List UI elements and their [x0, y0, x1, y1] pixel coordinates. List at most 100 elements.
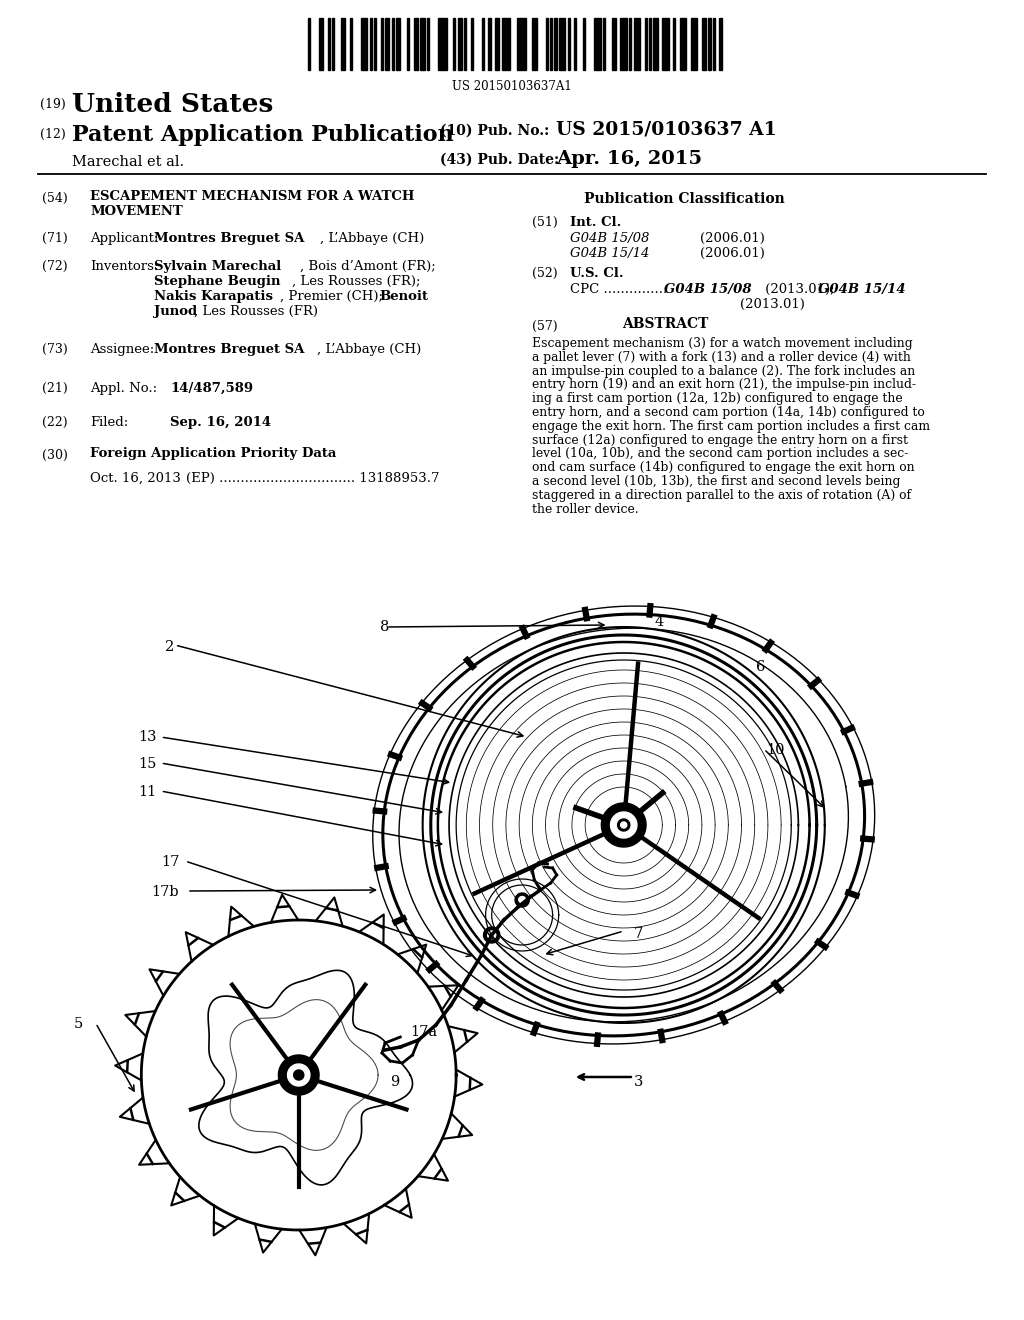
Text: Foreign Application Priority Data: Foreign Application Priority Data: [90, 447, 336, 459]
Text: G04B 15/14: G04B 15/14: [570, 247, 649, 260]
Bar: [559, 18, 565, 70]
Text: Applicant:: Applicant:: [90, 232, 159, 246]
Bar: [407, 18, 410, 70]
Text: 3: 3: [634, 1074, 643, 1089]
Bar: [701, 18, 707, 70]
Text: Assignee:: Assignee:: [90, 343, 155, 356]
Text: Escapement mechanism (3) for a watch movement including: Escapement mechanism (3) for a watch mov…: [532, 337, 912, 350]
Text: (54): (54): [42, 191, 68, 205]
Text: G04B 15/08: G04B 15/08: [570, 232, 649, 246]
Text: (21): (21): [42, 381, 68, 395]
Text: Junod: Junod: [154, 305, 198, 318]
Text: (22): (22): [42, 416, 68, 429]
Text: (2013.01);: (2013.01);: [761, 282, 839, 296]
Text: (71): (71): [42, 232, 68, 246]
Bar: [414, 18, 418, 70]
Text: CPC ...............: CPC ...............: [570, 282, 672, 296]
Text: , L’Abbaye (CH): , L’Abbaye (CH): [319, 232, 424, 246]
Text: US 2015/0103637 A1: US 2015/0103637 A1: [556, 121, 777, 139]
Text: 2: 2: [165, 640, 174, 653]
Text: (2006.01): (2006.01): [700, 232, 765, 246]
Text: (43) Pub. Date:: (43) Pub. Date:: [440, 153, 559, 168]
Text: Sep. 16, 2014: Sep. 16, 2014: [170, 416, 271, 429]
Bar: [720, 18, 722, 70]
Text: Montres Breguet SA: Montres Breguet SA: [154, 343, 304, 356]
Bar: [574, 18, 577, 70]
Text: (12): (12): [40, 128, 66, 141]
Text: 14/487,589: 14/487,589: [170, 381, 253, 395]
Bar: [350, 18, 352, 70]
Bar: [482, 18, 484, 70]
Bar: [332, 18, 335, 70]
Text: entry horn, and a second cam portion (14a, 14b) configured to: entry horn, and a second cam portion (14…: [532, 407, 925, 418]
Text: Patent Application Publication: Patent Application Publication: [72, 124, 454, 147]
Text: a pallet lever (7) with a fork (13) and a roller device (4) with: a pallet lever (7) with a fork (13) and …: [532, 351, 911, 364]
Text: Sylvain Marechal: Sylvain Marechal: [154, 260, 282, 273]
Bar: [649, 18, 651, 70]
Text: (2006.01): (2006.01): [700, 247, 765, 260]
Bar: [458, 18, 462, 70]
Text: United States: United States: [72, 92, 273, 117]
Polygon shape: [518, 896, 525, 903]
Text: (19): (19): [40, 98, 66, 111]
Text: (73): (73): [42, 343, 68, 356]
Text: (10) Pub. No.:: (10) Pub. No.:: [440, 124, 549, 139]
Text: Int. Cl.: Int. Cl.: [570, 216, 622, 228]
Bar: [517, 18, 525, 70]
Text: G04B 15/08: G04B 15/08: [664, 282, 752, 296]
Bar: [673, 18, 676, 70]
Bar: [691, 18, 697, 70]
Bar: [532, 18, 537, 70]
Polygon shape: [487, 931, 496, 939]
Polygon shape: [279, 1055, 319, 1096]
Bar: [546, 18, 548, 70]
Bar: [319, 18, 324, 70]
Bar: [713, 18, 715, 70]
Text: (51): (51): [532, 216, 558, 228]
Bar: [381, 18, 383, 70]
Text: 6: 6: [756, 660, 765, 675]
Text: ond cam surface (14b) configured to engage the exit horn on: ond cam surface (14b) configured to enga…: [532, 461, 914, 474]
Bar: [594, 18, 601, 70]
Bar: [308, 18, 310, 70]
Bar: [427, 18, 429, 70]
Bar: [629, 18, 632, 70]
Text: (52): (52): [532, 267, 558, 280]
Polygon shape: [601, 803, 646, 847]
Text: MOVEMENT: MOVEMENT: [90, 205, 182, 218]
Polygon shape: [288, 1064, 310, 1086]
Text: 5: 5: [74, 1016, 83, 1031]
Bar: [385, 18, 389, 70]
Text: Publication Classification: Publication Classification: [584, 191, 784, 206]
Text: engage the exit horn. The first cam portion includes a first cam: engage the exit horn. The first cam port…: [532, 420, 930, 433]
Polygon shape: [515, 894, 529, 907]
Text: 8: 8: [380, 620, 389, 634]
Text: (72): (72): [42, 260, 68, 273]
Bar: [454, 18, 456, 70]
Bar: [550, 18, 552, 70]
Text: Marechal et al.: Marechal et al.: [72, 154, 184, 169]
Bar: [554, 18, 557, 70]
Bar: [471, 18, 473, 70]
Bar: [438, 18, 446, 70]
Text: 7: 7: [634, 927, 643, 941]
Bar: [502, 18, 510, 70]
Text: ABSTRACT: ABSTRACT: [622, 317, 709, 331]
Bar: [621, 18, 627, 70]
Bar: [360, 18, 368, 70]
Text: 17: 17: [162, 855, 180, 869]
Text: entry horn (19) and an exit horn (21), the impulse-pin includ-: entry horn (19) and an exit horn (21), t…: [532, 379, 916, 392]
Text: (57): (57): [532, 319, 558, 333]
Bar: [611, 18, 616, 70]
Text: , Les Rousses (FR): , Les Rousses (FR): [194, 305, 318, 318]
Bar: [370, 18, 372, 70]
Text: level (10a, 10b), and the second cam portion includes a sec-: level (10a, 10b), and the second cam por…: [532, 447, 908, 461]
Text: ing a first cam portion (12a, 12b) configured to engage the: ing a first cam portion (12a, 12b) confi…: [532, 392, 902, 405]
Text: U.S. Cl.: U.S. Cl.: [570, 267, 624, 280]
Text: , Bois d’Amont (FR);: , Bois d’Amont (FR);: [300, 260, 436, 273]
Text: G04B 15/14: G04B 15/14: [818, 282, 905, 296]
Bar: [391, 18, 394, 70]
Text: staggered in a direction parallel to the axis of rotation (A) of: staggered in a direction parallel to the…: [532, 488, 911, 502]
Bar: [495, 18, 500, 70]
Polygon shape: [617, 818, 630, 832]
